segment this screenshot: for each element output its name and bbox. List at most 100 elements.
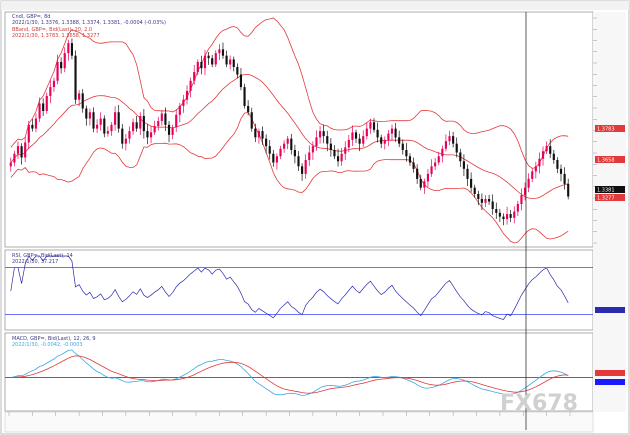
candle-body [455,143,458,153]
candle-body [96,124,99,129]
candle-body [189,80,192,91]
candle-body [297,156,300,167]
bband-upper [10,17,569,169]
candle-body [31,124,34,129]
candle-body [110,124,113,132]
candle-body [473,187,476,194]
candle-body [419,178,422,188]
candle-body [538,158,541,167]
macd-series [5,349,593,396]
candle-body [484,198,487,203]
price-header-2: 2022/1/30, 1.3376, 1.3388, 1.3374, 1.338… [12,20,166,26]
candle-body [182,99,185,106]
candle-body [549,146,552,154]
tag-upper-bg [595,125,625,132]
candle-body [556,160,559,169]
candle-body [369,122,372,129]
candle-body [488,198,491,202]
tag-mid-bg [595,156,625,163]
candle-body [74,55,77,100]
candle-body [329,143,332,150]
candle-body [196,61,199,73]
candle-body [541,151,545,159]
bband-lower [10,111,569,244]
tag-mid: 1.3658 [597,158,615,164]
candle-body [380,137,383,144]
candle-body [502,216,505,220]
rsi-series [5,255,593,320]
candle-body [520,195,523,205]
candle-body [128,131,131,139]
candle-body [103,118,106,134]
tag-lower-bg [595,194,625,201]
candle-body [531,171,534,179]
candle-body [545,146,548,152]
time-axis-bar [4,411,594,433]
candle-body [247,105,250,113]
candle-body [99,118,102,125]
candle-body [444,141,448,149]
candle-body [153,126,156,133]
candle-body [272,153,275,163]
candle-body [308,152,311,161]
candle-body [135,122,138,129]
candle-body [516,204,519,212]
candle-body [88,112,91,119]
candle-body [211,58,214,65]
candle-body [114,112,117,125]
candle-body [157,121,160,127]
candle-body [42,103,45,111]
candle-body [416,168,419,179]
candle-body [448,136,451,142]
candle-body [85,108,88,119]
candle-body [527,178,530,188]
candle-body [326,136,329,144]
tag-rsi-bg [595,307,625,313]
candle-body [81,93,84,109]
candle-body [534,166,537,172]
candle-body [351,132,354,140]
candle-body [261,131,264,139]
candle-body [426,173,430,182]
candle-body [279,148,282,157]
candle-body [257,131,261,138]
candle-body [218,49,221,54]
candle-body [383,139,386,144]
candle-body [354,132,358,139]
candle-body [333,149,336,157]
candle-body [322,131,325,137]
candle-body [452,136,455,144]
candle-body [175,114,178,128]
candle-body [283,143,286,149]
candle-body [49,87,52,96]
candle-body [408,156,412,163]
candle-body [92,112,95,129]
candle-body [106,131,109,134]
candle-body [362,136,365,144]
candle-body [462,161,465,169]
candle-body [498,212,501,217]
candle-body [27,124,30,143]
candle-body [311,146,314,153]
tag-macd-bg [595,379,625,385]
candle-body [146,131,149,138]
candle-body [38,103,41,119]
tag-last: 1.3381 [597,188,615,194]
candle-body [401,143,404,150]
candle-body [365,128,368,137]
tag-signal-bg [595,370,625,376]
tag-upper: 1.3783 [597,127,615,133]
candle-body [16,146,20,154]
candle-body [178,105,181,115]
candle-body [9,162,12,167]
candle-body [167,124,171,135]
candle-body [394,128,397,138]
candle-body [193,72,196,81]
signal-line [10,355,569,394]
candle-body [430,166,433,174]
candle-body [124,138,127,144]
candle-body [131,122,135,132]
candle-body [250,112,253,129]
candle-body [390,128,394,134]
